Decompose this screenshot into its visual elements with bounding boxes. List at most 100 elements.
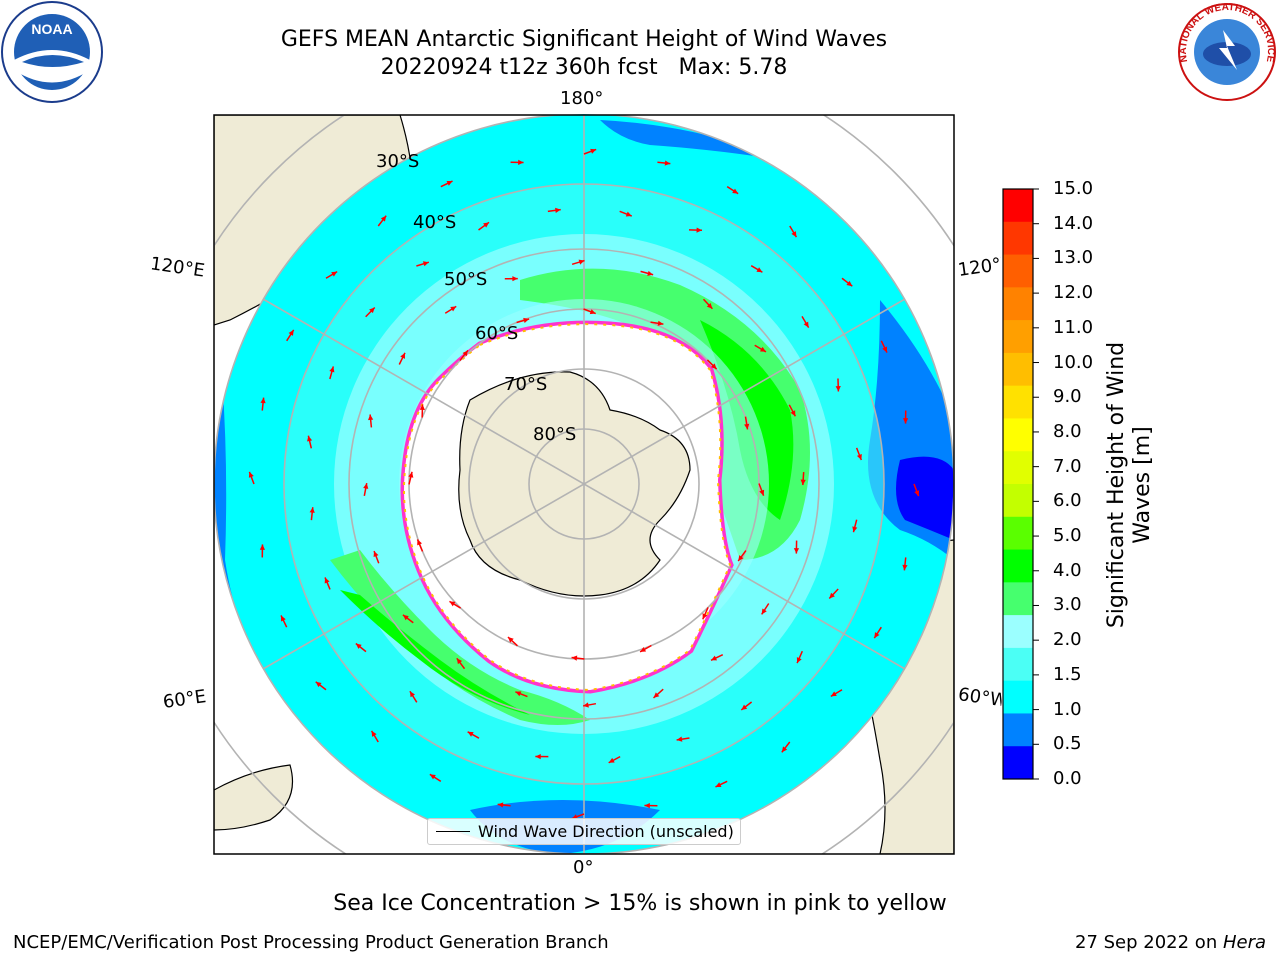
colorbar-tick-label: 11.0 bbox=[1053, 316, 1094, 338]
colorbar-tick-label: 9.0 bbox=[1053, 386, 1082, 408]
colorbar-segment bbox=[1003, 647, 1033, 682]
wave-direction-arrowhead bbox=[462, 350, 468, 357]
wave-direction-arrowhead bbox=[571, 655, 578, 661]
colorbar-segment bbox=[1003, 320, 1033, 354]
wave-direction-arrowhead bbox=[515, 691, 522, 697]
africa-land bbox=[214, 764, 294, 831]
wave-direction-arrowhead bbox=[647, 270, 654, 276]
wave-direction-arrowhead bbox=[800, 479, 806, 486]
graticule bbox=[214, 115, 954, 854]
colorbar-tick-label: 12.0 bbox=[1053, 282, 1094, 304]
wave-direction-arrowhead bbox=[363, 483, 369, 489]
wave-direction-arrowhead bbox=[653, 692, 660, 698]
wave-direction-arrowhead bbox=[467, 731, 474, 737]
wave-direction-arrowhead bbox=[507, 636, 514, 643]
wave-direction-arrowhead bbox=[409, 691, 415, 698]
lat-label-60s: 60°S bbox=[475, 323, 519, 344]
wave-direction-arrowhead bbox=[676, 736, 683, 742]
footer-date: 27 Sep 2022 on Hera bbox=[1075, 932, 1266, 954]
colorbar-segment bbox=[1003, 746, 1033, 780]
wave-direction-arrowhead bbox=[741, 704, 748, 710]
noaa-logo: NOAA bbox=[0, 0, 110, 114]
colorbar-tick-label: 4.0 bbox=[1053, 559, 1082, 581]
colorbar-tick-label: 2.0 bbox=[1053, 629, 1082, 651]
wave-direction-arrowhead bbox=[759, 346, 766, 352]
wave-direction-arrowhead bbox=[761, 608, 767, 615]
colorbar-tick-label: 5.0 bbox=[1053, 525, 1082, 547]
wave-direction-arrowhead bbox=[738, 555, 744, 562]
wave-direction-arrowhead bbox=[307, 435, 313, 442]
wave-direction-arrowhead bbox=[259, 544, 266, 550]
colorbar-tick-label: 0.5 bbox=[1053, 733, 1082, 755]
wave-direction-arrowhead bbox=[590, 148, 597, 154]
colorbar-segment bbox=[1003, 516, 1033, 551]
wave-direction-arrowhead bbox=[523, 317, 530, 323]
wave-direction-arrowhead bbox=[402, 614, 409, 621]
colorbar-segment bbox=[1003, 352, 1033, 387]
footer-credit: NCEP/EMC/Verification Post Processing Pr… bbox=[13, 932, 609, 953]
wave-direction-arrowhead bbox=[793, 548, 800, 554]
colorbar-segment bbox=[1003, 287, 1033, 321]
colorbar-segment bbox=[1003, 451, 1033, 485]
wave-direction-arrowhead bbox=[874, 632, 880, 639]
colorbar-segment bbox=[1003, 549, 1033, 583]
wave-direction-arrowhead bbox=[664, 160, 671, 166]
lat-label-50s: 50°S bbox=[444, 269, 488, 290]
colorbar-label-line1: Significant Height of Wind bbox=[1104, 341, 1129, 629]
wave-direction-arrowhead bbox=[732, 188, 739, 194]
lat-label-30s: 30°S bbox=[376, 151, 420, 172]
wave-direction-arrowhead bbox=[706, 303, 713, 309]
wave-direction-arrowhead bbox=[429, 774, 436, 780]
antarctica-land bbox=[458, 371, 691, 597]
wave-direction-arrowhead bbox=[914, 490, 920, 497]
wave-direction-arrowhead bbox=[756, 267, 763, 273]
wave-direction-arrowhead bbox=[744, 423, 750, 430]
wave-direction-arrowhead bbox=[288, 329, 294, 336]
wave-direction-arrowhead bbox=[518, 159, 524, 166]
sea-ice-note: Sea Ice Concentration > 15% is shown in … bbox=[333, 891, 947, 916]
colorbar bbox=[1002, 188, 1039, 780]
wave-direction-arrowhead bbox=[589, 309, 596, 315]
wave-direction-arrowhead bbox=[856, 453, 862, 460]
wave-direction-arrowhead bbox=[417, 539, 422, 546]
colorbar-segment bbox=[1003, 189, 1033, 223]
colorbar-tick-label: 7.0 bbox=[1053, 455, 1082, 477]
colorbar-segment bbox=[1003, 385, 1033, 419]
colorbar-tick-label: 1.5 bbox=[1053, 663, 1082, 685]
wave-direction-arrowhead bbox=[711, 655, 718, 661]
legend-label: Wind Wave Direction (unscaled) bbox=[478, 822, 734, 841]
colorbar-segment bbox=[1003, 582, 1033, 616]
wave-direction-arrowhead bbox=[281, 615, 286, 622]
wave-direction-arrowhead bbox=[331, 271, 338, 277]
wave-direction-arrowhead bbox=[657, 320, 664, 326]
colorbar-segment bbox=[1003, 680, 1033, 714]
wave-direction-arrowhead bbox=[324, 577, 330, 584]
wave-direction-arrowhead bbox=[830, 691, 837, 697]
colorbar-segment bbox=[1003, 221, 1033, 256]
noaa-logo-text: NOAA bbox=[31, 21, 72, 37]
wave-direction-arrowhead bbox=[583, 702, 589, 708]
wave-direction-arrowhead bbox=[902, 418, 909, 424]
wave-direction-arrowhead bbox=[796, 657, 802, 664]
lon-label-180: 180° bbox=[560, 88, 604, 109]
legend-line-swatch bbox=[436, 831, 470, 832]
colorbar-label-line2: Waves [m] bbox=[1130, 426, 1155, 544]
wave-direction-arrowhead bbox=[902, 564, 908, 571]
wave-direction-arrowhead bbox=[315, 681, 322, 688]
wave-direction-arrowhead bbox=[759, 489, 765, 496]
lon-label-0: 0° bbox=[573, 857, 594, 878]
wave-direction-arrowhead bbox=[355, 643, 362, 649]
wave-direction-arrowhead bbox=[625, 211, 632, 217]
wave-direction-arrowhead bbox=[644, 802, 650, 809]
colorbar-segment bbox=[1003, 484, 1033, 518]
wave-direction-arrowhead bbox=[535, 753, 541, 760]
lat-label-80s: 80°S bbox=[533, 424, 577, 445]
wave-direction-arrowhead bbox=[248, 471, 254, 478]
colorbar-segment bbox=[1003, 418, 1033, 452]
colorbar-frame bbox=[1002, 188, 1034, 780]
chart-title-line1: GEFS MEAN Antarctic Significant Height o… bbox=[280, 27, 888, 52]
wave-direction-arrowhead bbox=[578, 259, 585, 265]
colorbar-segment bbox=[1003, 713, 1033, 747]
wave-direction-arrowhead bbox=[368, 414, 374, 421]
